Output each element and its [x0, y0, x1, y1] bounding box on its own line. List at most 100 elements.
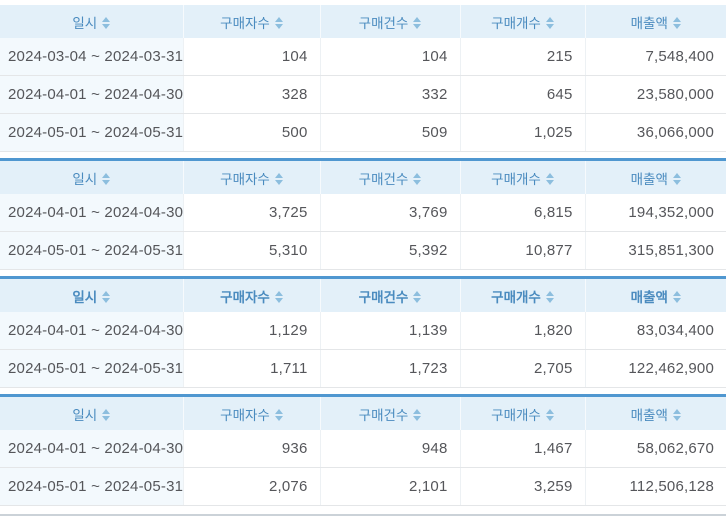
table-row: 2024-04-01 ~ 2024-04-30 328 332 645 23,5…	[0, 75, 726, 114]
orders-cell: 2,101	[319, 467, 460, 506]
sort-desc-icon	[274, 179, 283, 185]
revenue-cell: 194,352,000	[584, 194, 726, 232]
sales-table-1: 일시 구매자수 구매건수 구매개수 매출액 2024-03-04 ~ 2024-…	[0, 5, 726, 152]
sort-asc-icon	[545, 16, 554, 22]
table-row: 2024-05-01 ~ 2024-05-31 2,076 2,101 3,25…	[0, 467, 726, 506]
buyers-cell: 3,725	[182, 194, 320, 232]
sort-desc-icon	[545, 179, 554, 185]
sort-asc-icon	[413, 408, 422, 414]
sort-desc-icon	[102, 23, 111, 29]
sort-desc-icon	[102, 415, 111, 421]
column-header-items[interactable]: 구매개수	[459, 159, 585, 194]
buyers-cell: 936	[182, 430, 320, 468]
sort-asc-icon	[545, 290, 554, 296]
sort-icon	[413, 16, 422, 29]
sort-asc-icon	[672, 16, 681, 22]
column-header-buyers[interactable]: 구매자수	[182, 5, 320, 38]
column-header-items[interactable]: 구매개수	[459, 395, 585, 430]
revenue-cell: 122,462,900	[584, 349, 726, 388]
sort-icon	[672, 290, 681, 303]
table-header-row: 일시 구매자수 구매건수 구매개수 매출액	[0, 395, 726, 430]
sort-desc-icon	[413, 23, 422, 29]
table-row: 2024-05-01 ~ 2024-05-31 1,711 1,723 2,70…	[0, 349, 726, 388]
sort-asc-icon	[274, 290, 283, 296]
table-header-row: 일시 구매자수 구매건수 구매개수 매출액	[0, 5, 726, 38]
column-header-date[interactable]: 일시	[0, 159, 183, 194]
buyers-cell: 1,129	[182, 312, 320, 350]
column-header-date[interactable]: 일시	[0, 5, 183, 38]
sort-asc-icon	[274, 16, 283, 22]
column-header-label: 매출액	[630, 289, 668, 305]
column-header-label: 일시	[72, 289, 98, 305]
column-header-label: 구매건수	[358, 171, 409, 187]
column-header-label: 구매건수	[358, 289, 409, 305]
sort-icon	[102, 16, 111, 29]
sort-icon	[102, 172, 111, 185]
sort-desc-icon	[274, 23, 283, 29]
sort-icon	[672, 16, 681, 29]
sort-icon	[545, 290, 554, 303]
orders-cell: 948	[319, 430, 460, 468]
revenue-cell: 58,062,670	[584, 430, 726, 468]
buyers-cell: 2,076	[182, 467, 320, 506]
sort-asc-icon	[102, 16, 111, 22]
sort-desc-icon	[274, 297, 283, 303]
column-header-label: 구매개수	[491, 289, 541, 305]
column-header-revenue[interactable]: 매출액	[584, 277, 726, 312]
items-cell: 1,820	[459, 312, 585, 350]
column-header-revenue[interactable]: 매출액	[584, 395, 726, 430]
column-header-buyers[interactable]: 구매자수	[182, 159, 320, 194]
column-header-revenue[interactable]: 매출액	[584, 159, 726, 194]
column-header-buyers[interactable]: 구매자수	[182, 277, 320, 312]
column-header-label: 매출액	[630, 171, 668, 187]
sort-asc-icon	[413, 16, 422, 22]
column-header-items[interactable]: 구매개수	[459, 5, 585, 38]
sort-desc-icon	[413, 415, 422, 421]
revenue-cell: 23,580,000	[584, 75, 726, 114]
buyers-cell: 500	[182, 113, 320, 152]
sort-asc-icon	[102, 408, 111, 414]
date-cell: 2024-05-01 ~ 2024-05-31	[0, 113, 183, 152]
sort-asc-icon	[545, 408, 554, 414]
sort-icon	[274, 408, 283, 421]
sort-icon	[274, 290, 283, 303]
column-header-label: 구매자수	[220, 15, 270, 31]
items-cell: 645	[459, 75, 585, 114]
sort-asc-icon	[672, 408, 681, 414]
column-header-date[interactable]: 일시	[0, 395, 183, 430]
sales-table-3: 일시 구매자수 구매건수 구매개수 매출액 2024-04-01 ~ 2024-…	[0, 276, 726, 388]
column-header-buyers[interactable]: 구매자수	[182, 395, 320, 430]
column-header-orders[interactable]: 구매건수	[319, 277, 460, 312]
sort-icon	[545, 16, 554, 29]
column-header-orders[interactable]: 구매건수	[319, 395, 460, 430]
orders-cell: 5,392	[319, 231, 460, 270]
items-cell: 2,705	[459, 349, 585, 388]
buyers-cell: 1,711	[182, 349, 320, 388]
orders-cell: 1,139	[319, 312, 460, 350]
sort-icon	[102, 290, 111, 303]
column-header-date[interactable]: 일시	[0, 277, 183, 312]
column-header-label: 구매자수	[220, 171, 270, 187]
orders-cell: 332	[319, 75, 460, 114]
column-header-revenue[interactable]: 매출액	[584, 5, 726, 38]
orders-cell: 1,723	[319, 349, 460, 388]
buyers-cell: 328	[182, 75, 320, 114]
orders-cell: 3,769	[319, 194, 460, 232]
table-header-row: 일시 구매자수 구매건수 구매개수 매출액	[0, 277, 726, 312]
items-cell: 3,259	[459, 467, 585, 506]
table-bottom-divider	[0, 514, 726, 516]
table-row: 2024-04-01 ~ 2024-04-30 936 948 1,467 58…	[0, 430, 726, 468]
column-header-items[interactable]: 구매개수	[459, 277, 585, 312]
sort-desc-icon	[413, 297, 422, 303]
sort-desc-icon	[672, 297, 681, 303]
sort-desc-icon	[672, 415, 681, 421]
column-header-label: 구매건수	[358, 407, 409, 423]
revenue-cell: 36,066,000	[584, 113, 726, 152]
column-header-orders[interactable]: 구매건수	[319, 159, 460, 194]
items-cell: 10,877	[459, 231, 585, 270]
column-header-label: 구매개수	[491, 15, 541, 31]
sort-desc-icon	[545, 297, 554, 303]
date-cell: 2024-05-01 ~ 2024-05-31	[0, 349, 183, 388]
revenue-cell: 7,548,400	[584, 38, 726, 76]
column-header-orders[interactable]: 구매건수	[319, 5, 460, 38]
